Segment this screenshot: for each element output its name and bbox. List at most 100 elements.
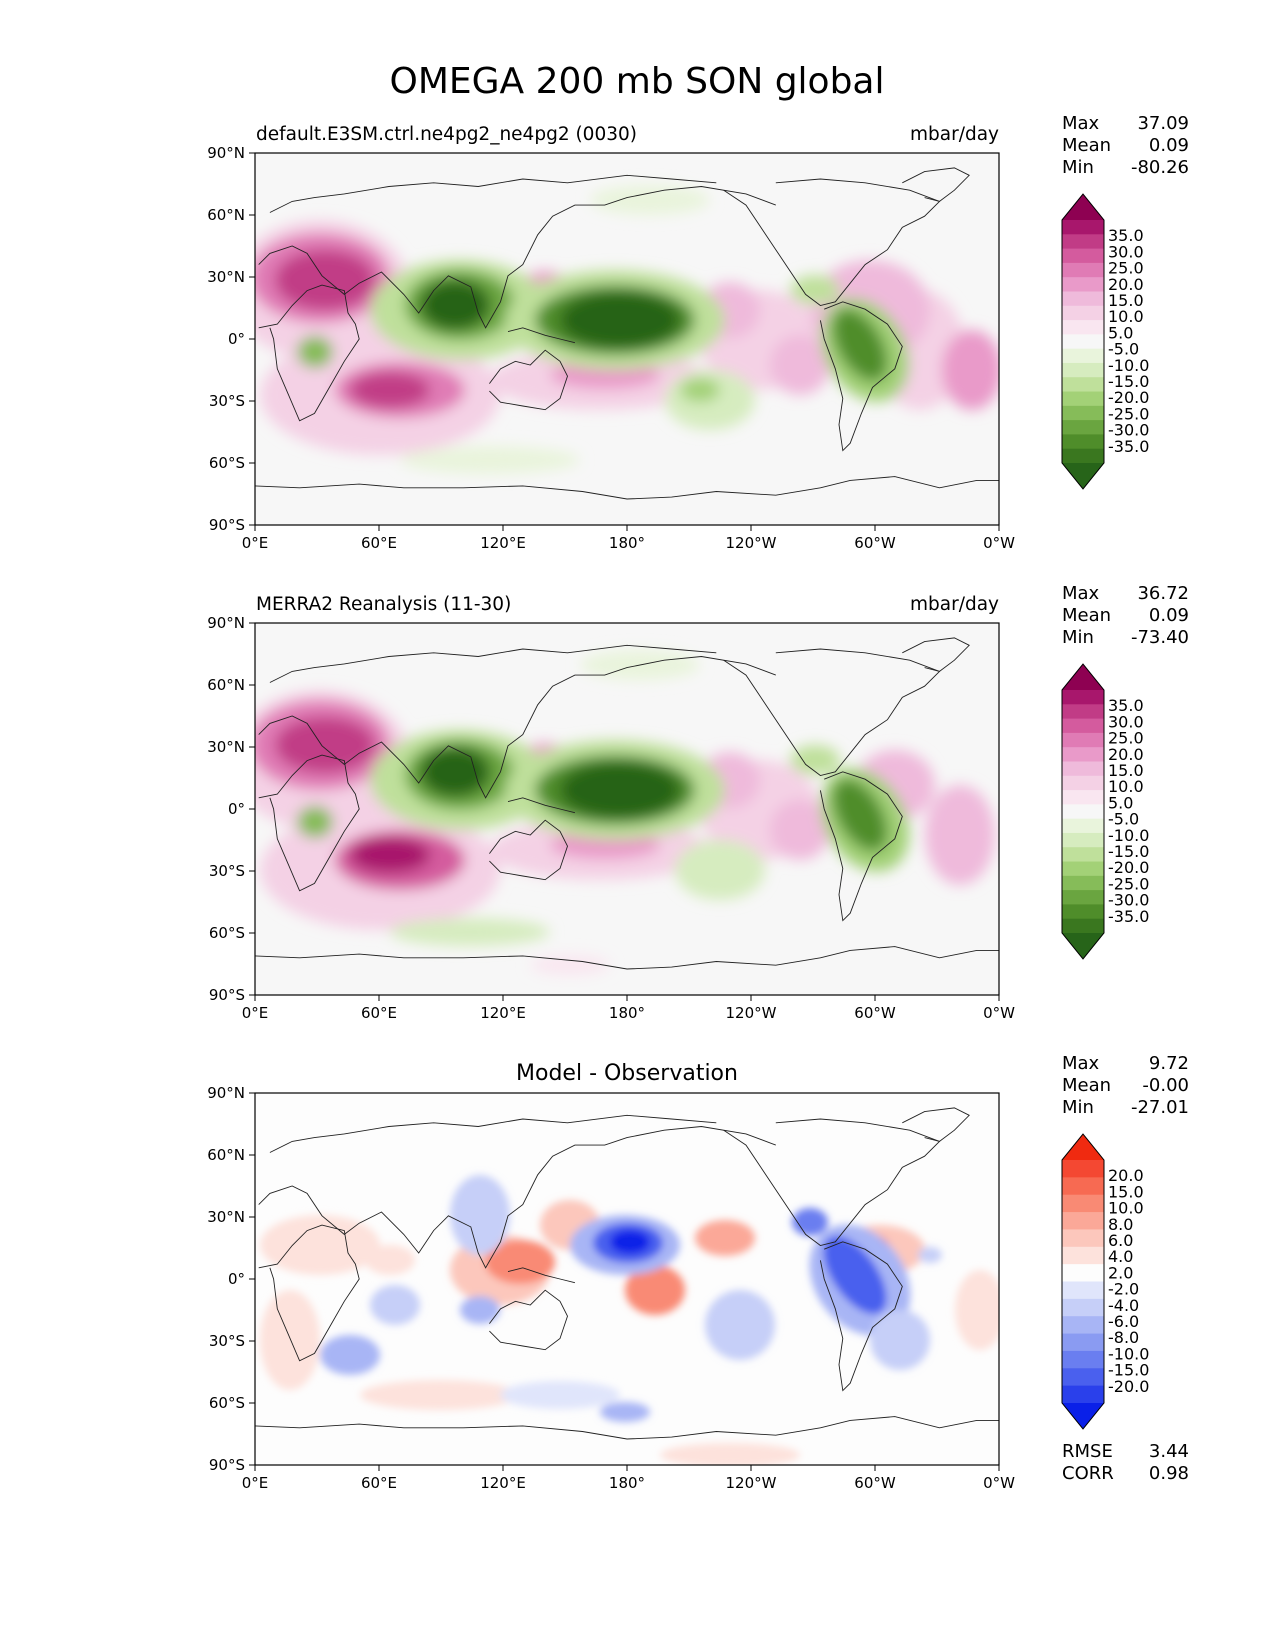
colorbar-tick-label: -10.0 (1108, 356, 1149, 375)
colorbar-swatch (1062, 790, 1104, 805)
coastline (258, 1224, 360, 1362)
panel-title: default.E3SM.ctrl.ne4pg2_ne4pg2 (0030) (256, 124, 637, 145)
colorbar-swatch (1062, 690, 1104, 705)
lat-tick-label: 30°N (207, 1208, 245, 1226)
colorbar-swatch (1062, 448, 1104, 464)
lat-tick-label: 60°N (207, 1146, 245, 1164)
colorbar-swatch (1062, 718, 1104, 734)
colorbar-swatch (1062, 804, 1104, 820)
panel-units: mbar/day (910, 124, 999, 145)
colorbar-swatch (1062, 220, 1104, 235)
colorbar-tick-label: 10.0 (1108, 777, 1144, 796)
panel-reference: MERRA2 Reanalysis (11-30) mbar/day (255, 594, 999, 995)
colorbar-swatch (1062, 847, 1104, 863)
lat-tick-label: 60°S (209, 1394, 245, 1412)
panel-units: mbar/day (910, 594, 999, 615)
stat-label-min: Min (1062, 1097, 1094, 1118)
coastline (489, 1289, 568, 1351)
colorbar-swatch (1062, 1177, 1104, 1196)
coastline (489, 349, 568, 411)
stat-label-max: Max (1062, 583, 1100, 604)
stat-value-min: -27.01 (1131, 1097, 1189, 1118)
colorbar-tick-label: -2.0 (1108, 1280, 1139, 1299)
lon-tick-label: 0°E (242, 1004, 269, 1022)
map-field (255, 153, 999, 525)
colorbar-tick-label: 20.0 (1108, 1166, 1144, 1185)
map-overlay: 90°N 60°N 30°N 0° 30°S 60°S 90°S0°E 60°E 120°E 18… (207, 583, 1189, 1022)
coastline (258, 656, 776, 799)
panel-difference: Model - Observation (255, 1061, 999, 1465)
colorbar-tick-label: -5.0 (1108, 810, 1139, 829)
lon-tick-label: 0°W (983, 1004, 1015, 1022)
colorbar-extend-bottom (1062, 933, 1104, 959)
colorbar-extend-top (1062, 664, 1104, 690)
colorbar-tick-label: 25.0 (1108, 259, 1144, 278)
colorbar-tick-label: 8.0 (1108, 1215, 1133, 1234)
colorbar-tick-label: -10.0 (1108, 826, 1149, 845)
stat-label-mean: Mean (1062, 135, 1111, 156)
coastline (254, 1416, 999, 1440)
lon-tick-label: 180° (609, 534, 645, 552)
colorbar-swatch (1062, 362, 1104, 378)
stat-value-mean: 0.09 (1149, 605, 1189, 626)
colorbar-tick-label: 35.0 (1108, 226, 1144, 245)
lat-tick-label: 30°N (207, 268, 245, 286)
colorbar-extend-top (1062, 1134, 1104, 1160)
colorbar-swatch (1062, 1368, 1104, 1387)
colorbar-outline (1061, 663, 1105, 960)
coastline (902, 637, 970, 672)
colorbar-tick-label: -4.0 (1108, 1296, 1139, 1315)
colorbar-swatch (1062, 320, 1104, 335)
colorbar-swatch (1062, 405, 1104, 421)
stat-label-min: Min (1062, 157, 1094, 178)
colorbar-swatch (1062, 1316, 1104, 1335)
colorbar-tick-label: 25.0 (1108, 729, 1144, 748)
metric-value-corr: 0.98 (1149, 1463, 1189, 1484)
lon-tick-label: 60°E (361, 1004, 397, 1022)
colorbar-swatch (1062, 262, 1104, 278)
colorbar-swatch (1062, 1194, 1104, 1213)
lat-tick-label: 0° (228, 800, 245, 818)
coastline (258, 754, 360, 892)
colorbar-tick-label: -8.0 (1108, 1328, 1139, 1347)
colorbar-tick-label: 5.0 (1108, 793, 1133, 812)
lat-tick-label: 60°S (209, 454, 245, 472)
coastline (819, 771, 903, 922)
colorbar-swatch (1062, 1229, 1104, 1248)
lat-tick-label: 60°N (207, 206, 245, 224)
stat-value-max: 9.72 (1149, 1053, 1189, 1074)
coastline (723, 648, 941, 776)
lon-tick-label: 60°W (854, 1004, 896, 1022)
colorbar-tick-label: 30.0 (1108, 242, 1144, 261)
coastline (507, 1267, 576, 1284)
colorbar-tick-label: 15.0 (1108, 1182, 1144, 1201)
colorbar-outline (1061, 1133, 1105, 1430)
colorbar-swatch (1062, 761, 1104, 777)
colorbar-tick-label: -20.0 (1108, 1377, 1149, 1396)
stat-label-min: Min (1062, 627, 1094, 648)
lat-tick-label: 30°S (209, 392, 245, 410)
colorbar-swatch (1062, 1333, 1104, 1352)
colorbar-swatch (1062, 348, 1104, 364)
lat-tick-label: 30°N (207, 738, 245, 756)
colorbar-swatch (1062, 818, 1104, 834)
lon-tick-label: 0°W (983, 1474, 1015, 1492)
colorbar-tick-label: -10.0 (1108, 1344, 1149, 1363)
colorbar-swatch (1062, 434, 1104, 450)
lon-tick-label: 180° (609, 1004, 645, 1022)
coastline (902, 167, 970, 202)
colorbar-swatch (1062, 1350, 1104, 1369)
coastline (819, 301, 903, 452)
panel-title: Model - Observation (516, 1061, 738, 1086)
colorbar-swatch (1062, 391, 1104, 407)
colorbar-extend-bottom (1062, 463, 1104, 489)
colorbar-tick-label: -5.0 (1108, 340, 1139, 359)
stat-value-max: 37.09 (1137, 113, 1189, 134)
lon-tick-label: 60°E (361, 534, 397, 552)
coastline (902, 1107, 970, 1142)
colorbar-tick-label: 5.0 (1108, 323, 1133, 342)
colorbar-tick-label: 2.0 (1108, 1263, 1133, 1282)
map-overlay: 90°N 60°N 30°N 0° 30°S 60°S 90°S0°E 60°E 120°E 18… (207, 1053, 1189, 1492)
panel-test: default.E3SM.ctrl.ne4pg2_ne4pg2 (0030) m… (255, 124, 999, 525)
colorbar-tick-label: -15.0 (1108, 372, 1149, 391)
